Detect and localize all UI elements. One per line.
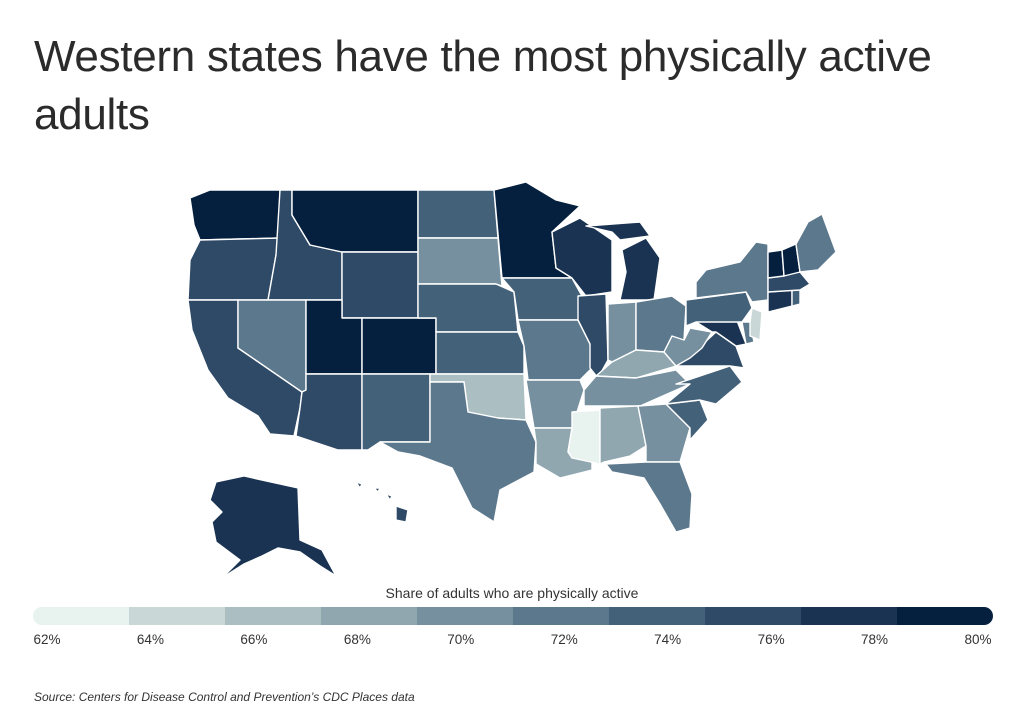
state-ct[interactable] bbox=[767, 289, 793, 313]
state-hi[interactable] bbox=[355, 481, 409, 523]
state-tx[interactable] bbox=[379, 381, 537, 523]
legend-swatch bbox=[33, 607, 129, 625]
state-nd[interactable] bbox=[417, 189, 499, 239]
state-il[interactable] bbox=[577, 293, 609, 379]
legend-tick-label: 76% bbox=[757, 632, 785, 647]
legend-tick-label: 72% bbox=[550, 632, 578, 647]
legend-title: Share of adults who are physically activ… bbox=[385, 585, 639, 601]
state-ms[interactable] bbox=[567, 409, 601, 465]
legend-tick-label: 64% bbox=[136, 632, 164, 647]
state-wa[interactable] bbox=[189, 189, 281, 241]
state-ri[interactable] bbox=[791, 289, 801, 307]
state-fl[interactable] bbox=[605, 461, 693, 533]
state-nj[interactable] bbox=[749, 307, 763, 341]
legend-ticks: 62% 64% 66% 68% 70% 72% 74% 76% 78% 80% bbox=[0, 632, 1024, 652]
state-ny[interactable] bbox=[695, 241, 769, 303]
legend-tick-label: 80% bbox=[964, 632, 992, 647]
state-vt[interactable] bbox=[767, 249, 785, 279]
state-ar[interactable] bbox=[525, 379, 585, 429]
chart-title: Western states have the most physically … bbox=[34, 32, 932, 139]
legend-tick-label: 78% bbox=[861, 632, 889, 647]
state-mt[interactable] bbox=[291, 189, 419, 253]
legend-tick-label: 66% bbox=[240, 632, 268, 647]
state-wy[interactable] bbox=[341, 251, 419, 319]
legend-swatch bbox=[513, 607, 609, 625]
legend-swatch bbox=[609, 607, 705, 625]
legend-swatch bbox=[801, 607, 897, 625]
legend-swatch bbox=[897, 607, 993, 625]
legend-swatch bbox=[417, 607, 513, 625]
state-me[interactable] bbox=[795, 213, 837, 273]
legend-swatch bbox=[705, 607, 801, 625]
source-note: Source: Centers for Disease Control and … bbox=[34, 690, 415, 704]
state-or[interactable] bbox=[187, 237, 281, 301]
legend-color-bar bbox=[33, 607, 993, 625]
legend-tick-label: 68% bbox=[343, 632, 371, 647]
state-sd[interactable] bbox=[417, 237, 503, 287]
state-wv[interactable] bbox=[663, 327, 713, 367]
state-co[interactable] bbox=[361, 317, 437, 375]
state-nm[interactable] bbox=[361, 373, 431, 451]
legend-swatch bbox=[225, 607, 321, 625]
state-nc[interactable] bbox=[665, 365, 743, 405]
state-mo[interactable] bbox=[517, 319, 593, 381]
legend-tick-label: 70% bbox=[447, 632, 475, 647]
legend-tick-label: 74% bbox=[654, 632, 682, 647]
state-ks[interactable] bbox=[435, 331, 525, 375]
legend-swatch bbox=[321, 607, 417, 625]
state-az[interactable] bbox=[295, 373, 363, 451]
legend-swatch bbox=[129, 607, 225, 625]
us-map bbox=[187, 181, 837, 579]
legend-tick-label: 62% bbox=[33, 632, 61, 647]
state-tn[interactable] bbox=[583, 369, 691, 407]
state-ak[interactable] bbox=[209, 475, 337, 579]
